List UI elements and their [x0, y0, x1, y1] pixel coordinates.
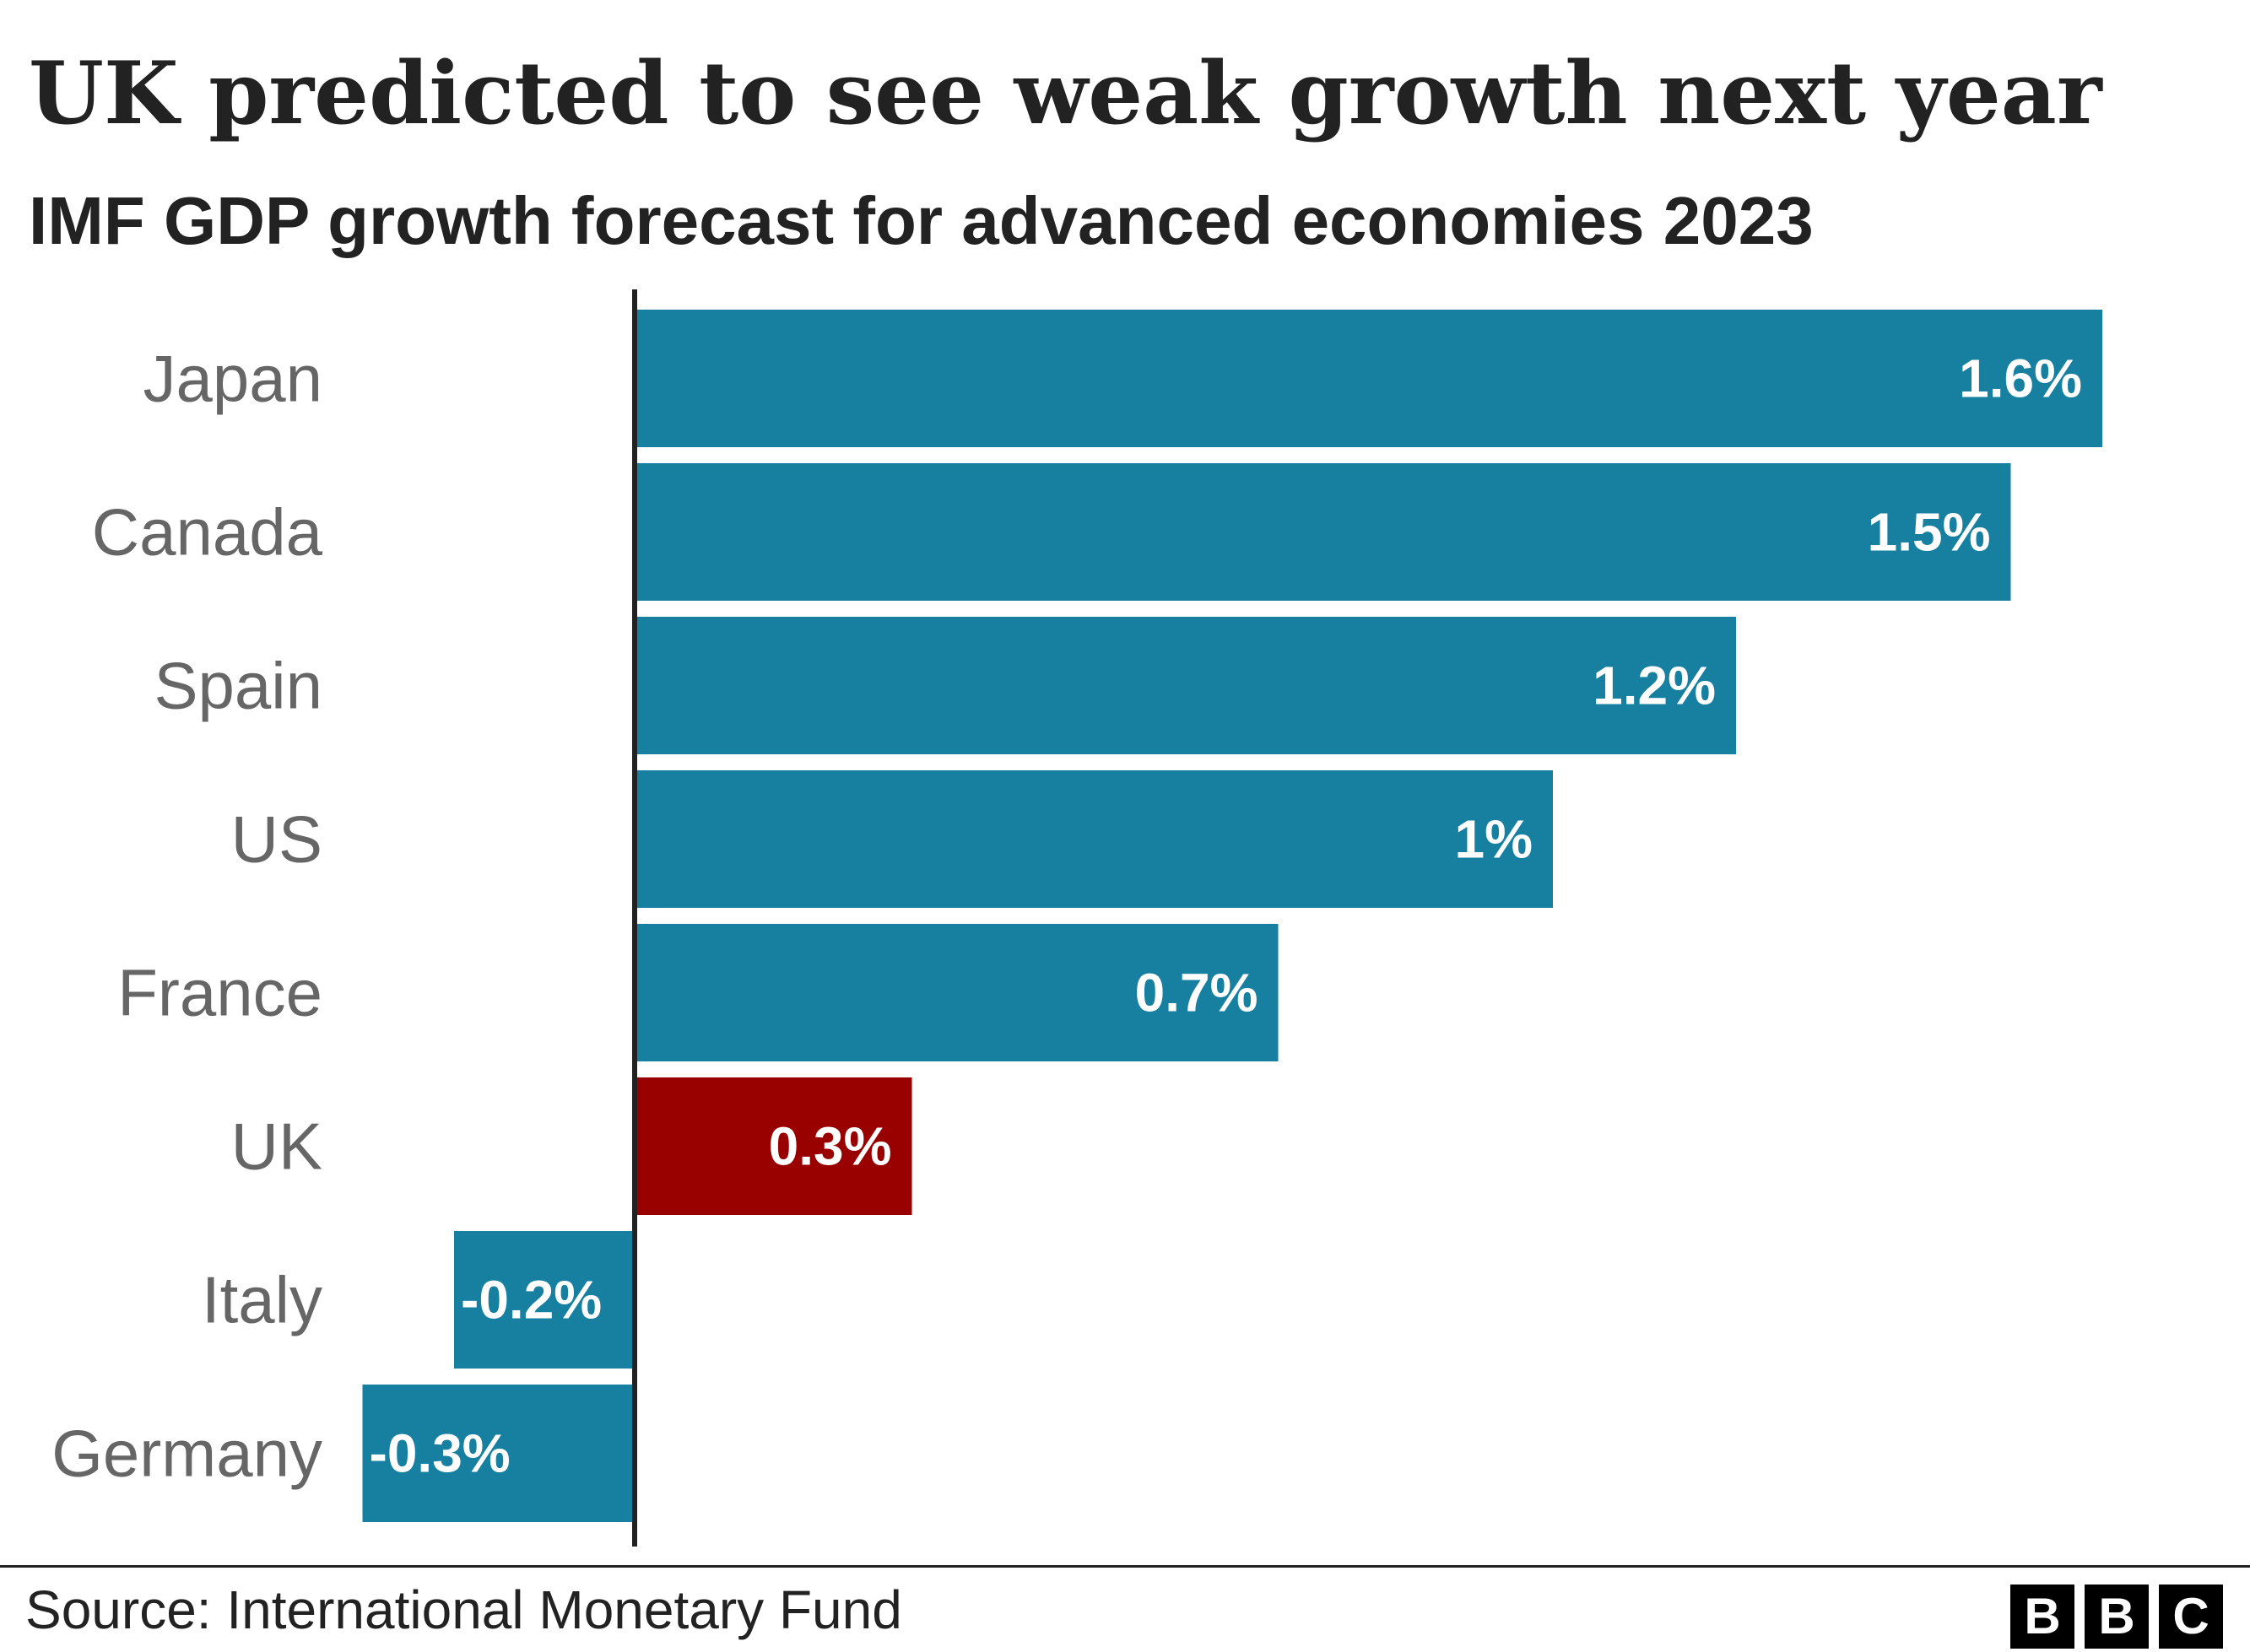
category-label-spain: Spain: [154, 649, 323, 723]
bar-us: [637, 770, 1553, 908]
bar-germany: [362, 1385, 637, 1522]
value-label-canada: 1.5%: [1868, 502, 1991, 563]
value-label-us: 1%: [1455, 809, 1533, 870]
bar-chart: Japan 1.6% Canada 1.5% Spain 1.2% US 1% France 0.…: [51, 289, 2102, 1547]
category-label-germany: Germany: [51, 1417, 322, 1491]
bbc-logo-letter: B: [2010, 1585, 2074, 1649]
bbc-logo-letter: B: [2085, 1585, 2149, 1649]
bar-italy: [454, 1231, 637, 1369]
bar-spain: [637, 617, 1736, 754]
category-label-us: US: [231, 802, 322, 877]
value-label-italy: -0.2%: [461, 1270, 602, 1331]
bar-uk: [637, 1077, 912, 1215]
category-label-uk: UK: [231, 1109, 322, 1184]
bars-layer: [362, 310, 2102, 1522]
value-label-japan: 1.6%: [1959, 348, 2082, 409]
bar-japan: [637, 310, 2102, 447]
category-label-italy: Italy: [202, 1263, 322, 1337]
category-label-france: France: [117, 956, 322, 1030]
value-label-france: 0.7%: [1135, 963, 1258, 1023]
labels-layer: Japan 1.6% Canada 1.5% Spain 1.2% US 1% France 0.…: [51, 342, 2082, 1491]
value-label-germany: -0.3%: [370, 1423, 511, 1484]
source-note: Source: International Monetary Fund: [25, 1579, 902, 1640]
bbc-logo: B B C: [2010, 1585, 2223, 1649]
category-label-canada: Canada: [92, 495, 323, 570]
bar-canada: [637, 463, 2011, 601]
bar-france: [637, 924, 1279, 1061]
footer-divider: [0, 1565, 2250, 1568]
chart-title: UK predicted to see weak growth next yea…: [29, 43, 2102, 144]
category-label-japan: Japan: [143, 342, 322, 416]
bbc-logo-letter: C: [2159, 1585, 2223, 1649]
value-label-uk: 0.3%: [769, 1116, 892, 1177]
value-label-spain: 1.2%: [1593, 656, 1716, 716]
chart-subtitle: IMF GDP growth forecast for advanced eco…: [29, 183, 1814, 258]
